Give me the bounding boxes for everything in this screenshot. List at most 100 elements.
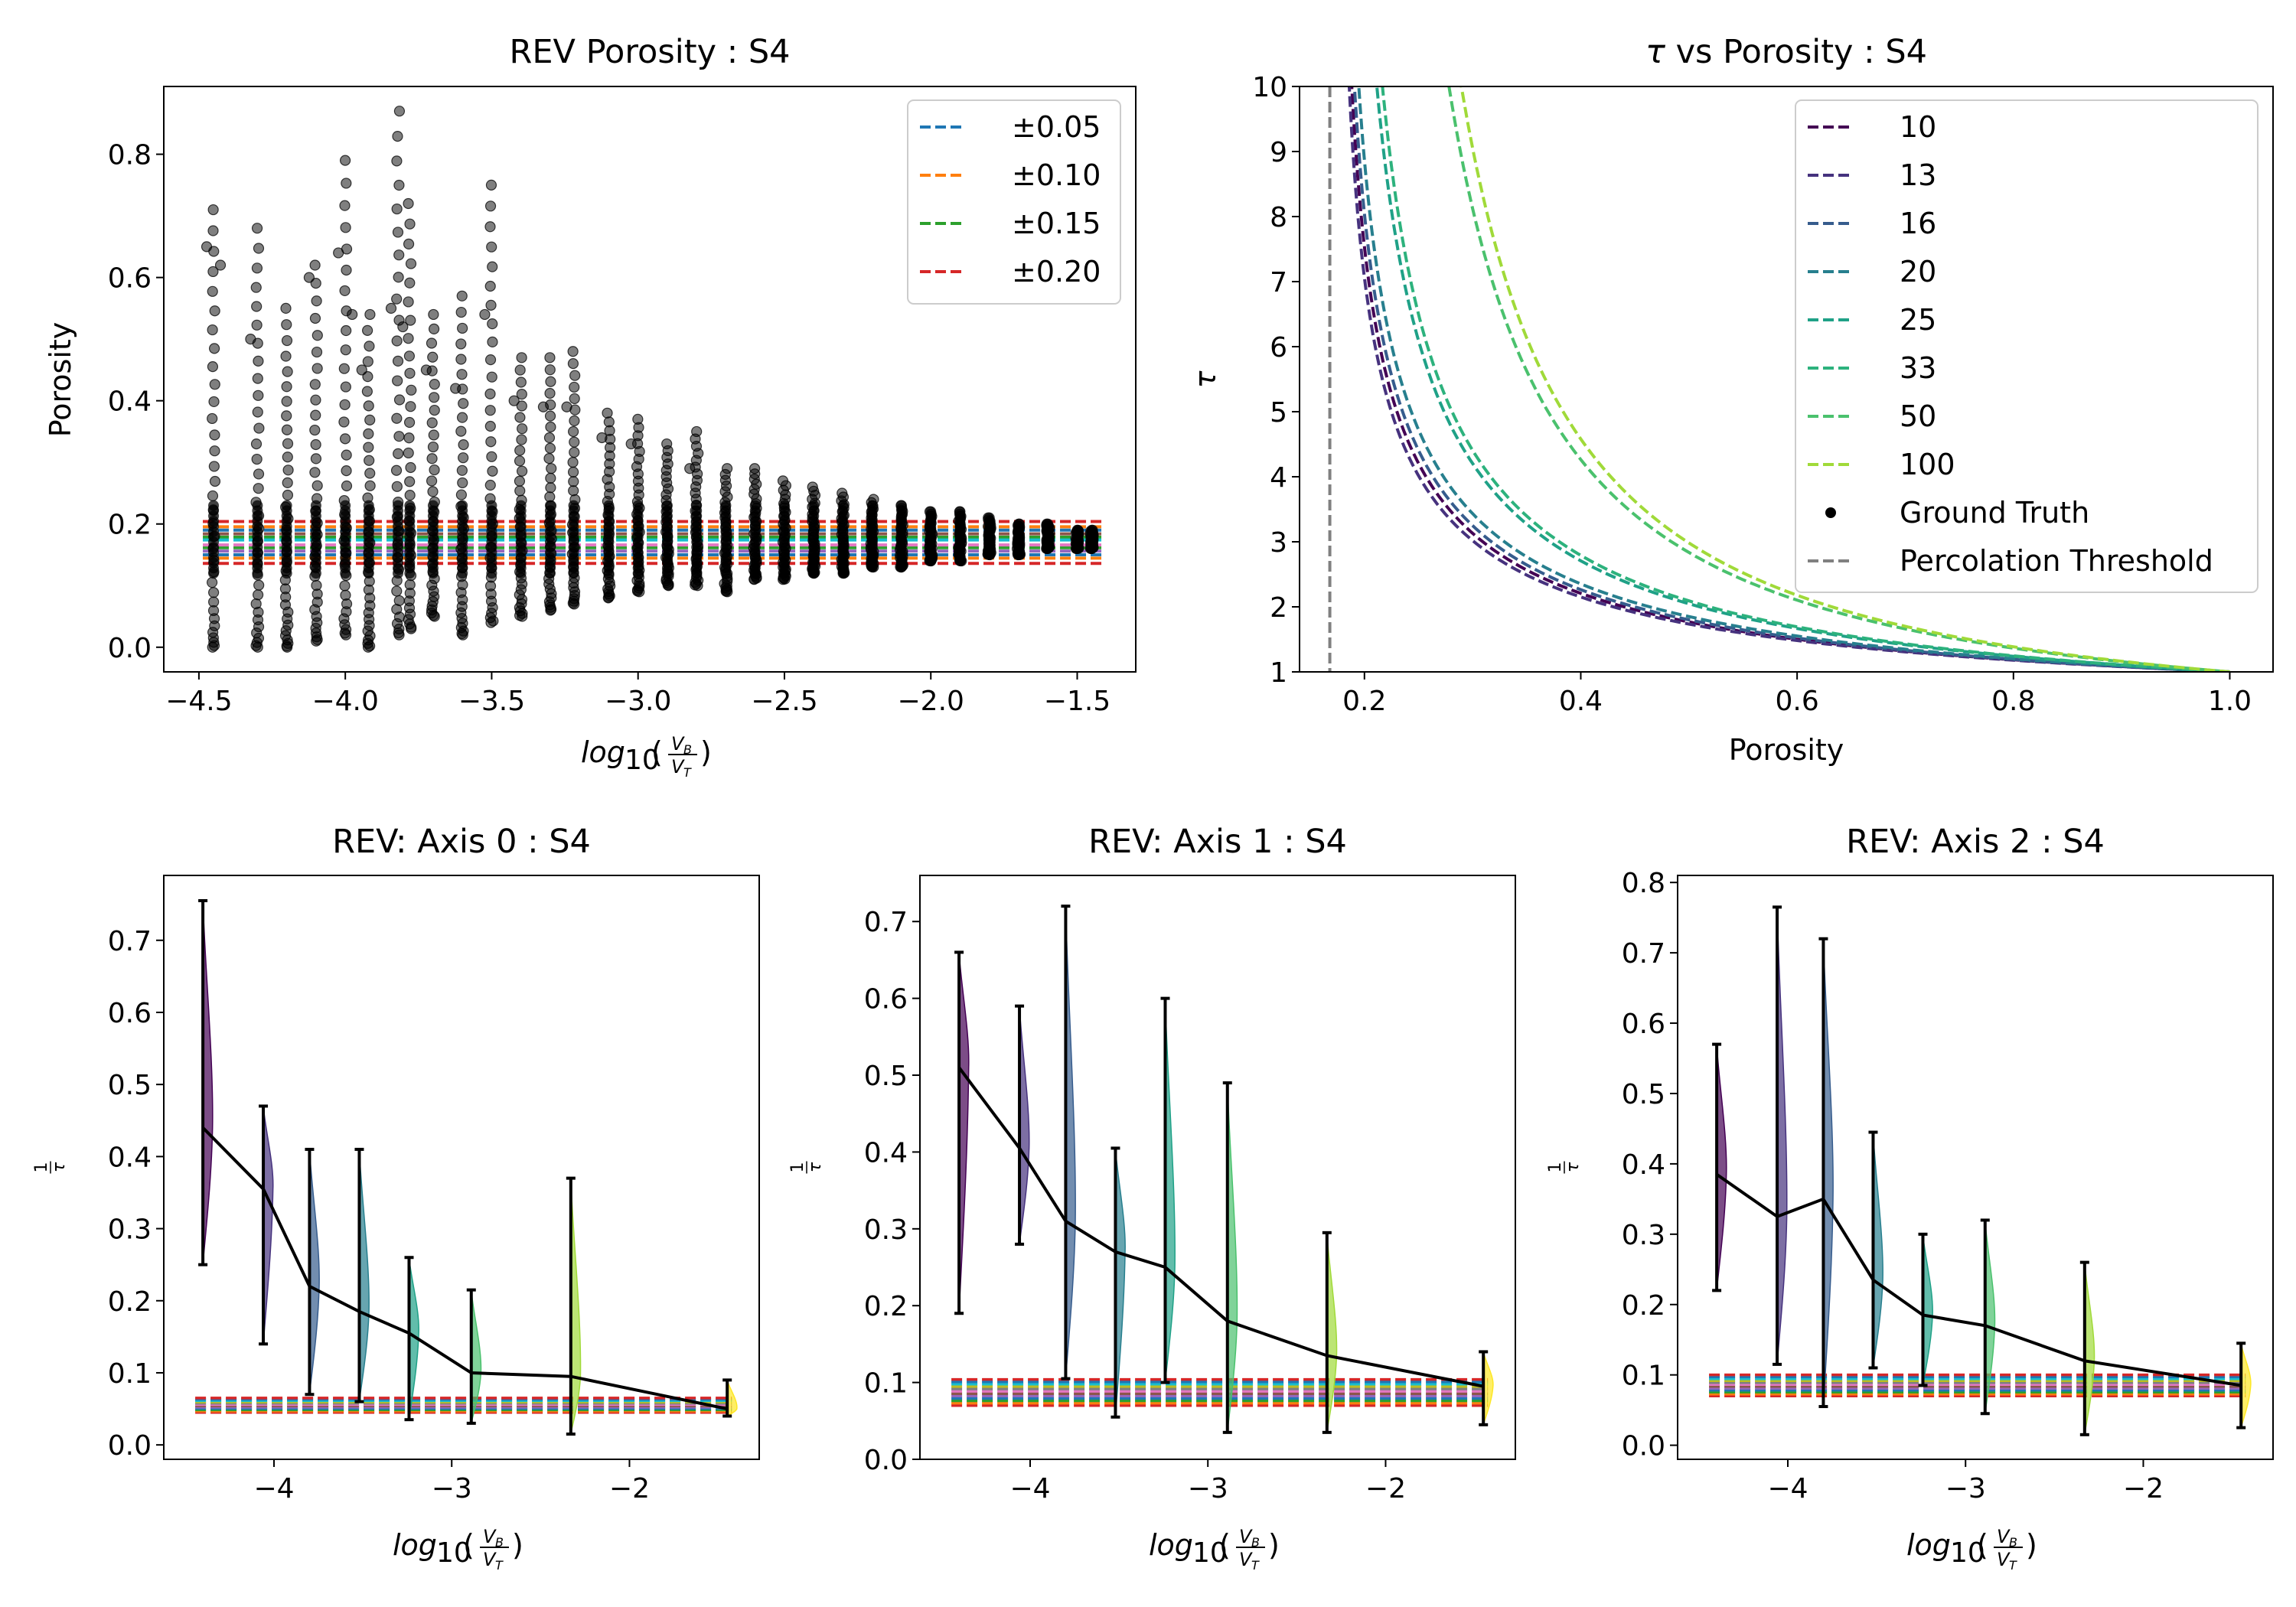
p0-point xyxy=(455,306,467,318)
p0-point xyxy=(391,412,403,424)
p4-ytick-label-2: 0.2 xyxy=(1622,1290,1665,1322)
p1-ytick-label-5: 6 xyxy=(1270,332,1287,363)
p4-ytick-label-4: 0.4 xyxy=(1622,1149,1665,1181)
p0-point xyxy=(458,439,469,451)
p1-ytick-label-1: 2 xyxy=(1270,592,1287,624)
p0-ytick-label-0: 0.0 xyxy=(108,633,152,664)
p0-point xyxy=(364,341,375,352)
p0-point xyxy=(250,282,262,293)
p0-point xyxy=(253,483,264,494)
p0-point xyxy=(310,394,321,406)
p0-point xyxy=(456,464,468,476)
p4-violin-5 xyxy=(1985,1220,1996,1414)
p0-point xyxy=(310,409,321,421)
p0-ytick-label-3: 0.6 xyxy=(108,263,152,295)
p0-point xyxy=(393,179,405,191)
p0-point xyxy=(311,295,322,307)
p0-scatter-column-24 xyxy=(894,500,908,573)
p0-point xyxy=(364,468,376,479)
p0-point xyxy=(486,371,497,383)
p3-ylabel: 1τ xyxy=(788,1161,825,1174)
p0-point xyxy=(514,485,526,497)
p0-outlier-point xyxy=(397,321,409,333)
p2-ylabel-den: τ xyxy=(50,1162,69,1172)
p0-point xyxy=(1013,518,1024,530)
p1-legend-label-50: 50 xyxy=(1900,399,1936,433)
p0-scatter-column-9 xyxy=(450,290,470,641)
p2-title: REV: Axis 0 : S4 xyxy=(332,823,591,861)
p0-point xyxy=(777,475,789,487)
p0-outlier-point xyxy=(347,308,358,321)
p1-xtick-label-2: 0.6 xyxy=(1776,686,1819,717)
p0-scatter-column-14 xyxy=(596,407,616,604)
p1-xtick-label-3: 0.8 xyxy=(1991,686,2035,717)
p0-scatter-column-12 xyxy=(537,352,557,616)
p2-mean-line xyxy=(201,1126,728,1411)
p0-point xyxy=(282,477,293,488)
p0-legend-label-1: ±0.10 xyxy=(1012,158,1101,192)
p2-xlabel-den-sub: T xyxy=(495,1558,504,1573)
p0-scatter-column-26 xyxy=(953,506,967,567)
p0-xtick-label-4: −2.5 xyxy=(751,686,817,717)
p0-point xyxy=(393,500,404,511)
p0-outlier-point xyxy=(479,308,491,321)
p0-point xyxy=(517,465,528,477)
p3-violin-7 xyxy=(1482,1351,1494,1426)
p0-point xyxy=(207,490,219,502)
p0-point xyxy=(281,319,292,331)
p0-point xyxy=(207,577,218,588)
p2-ytick-label-4: 0.4 xyxy=(108,1142,152,1173)
p2-violin-4 xyxy=(408,1257,419,1420)
p4-violin-7 xyxy=(2240,1343,2252,1428)
p0-xtick-label-0: −4.5 xyxy=(165,686,232,717)
p0-point xyxy=(515,376,527,388)
p0-outlier-point xyxy=(537,401,550,412)
p0-point xyxy=(514,455,526,467)
p0-point xyxy=(484,405,496,416)
p1-title-rest: vs Porosity : S4 xyxy=(1665,33,1927,71)
p0-point xyxy=(455,338,467,350)
p3-xlabel: log xyxy=(1149,1528,1193,1562)
p0-point xyxy=(404,476,416,487)
p0-point xyxy=(280,302,292,314)
p0-xlabel-num-sub: B xyxy=(683,742,692,757)
p0-outlier-point xyxy=(561,401,572,412)
p0-point xyxy=(311,330,323,341)
p0-scatter-column-22 xyxy=(836,487,850,579)
p4-xlabel-den: V xyxy=(1997,1549,2011,1570)
p0-scatter-column-8 xyxy=(420,308,440,622)
p2-violin-2 xyxy=(308,1149,320,1395)
p0-point xyxy=(251,319,263,331)
p1-ytick-label-6: 7 xyxy=(1270,267,1287,298)
p0-point xyxy=(364,455,375,466)
p0-point xyxy=(516,434,527,445)
p0-point xyxy=(426,417,438,429)
p0-point xyxy=(546,463,557,474)
p4-xtick-label-2: −2 xyxy=(2123,1473,2164,1504)
p0-point xyxy=(391,203,403,215)
p4-xlabel-paren-r: ) xyxy=(2026,1528,2037,1562)
p0-point xyxy=(568,476,579,487)
p4-violin-2 xyxy=(1822,938,1834,1407)
p1-legend-label-13: 13 xyxy=(1900,158,1936,192)
p0-point xyxy=(484,420,496,432)
p2-xlabel-den: V xyxy=(483,1549,497,1570)
p0-point xyxy=(403,238,415,249)
p4-ytick-label-7: 0.7 xyxy=(1622,938,1665,970)
p3-xtick-label-2: −2 xyxy=(1365,1473,1406,1504)
p0-point xyxy=(517,423,528,435)
p1-ytick-label-8: 9 xyxy=(1270,137,1287,168)
p0-point xyxy=(405,461,416,474)
p0-point xyxy=(281,500,292,511)
p0-point xyxy=(484,388,496,399)
p0-point xyxy=(429,379,440,390)
p0-xlabel-num: V xyxy=(671,733,685,755)
p2-ytick-label-0: 0.0 xyxy=(108,1430,152,1462)
p0-scatter-column-30 xyxy=(1070,524,1084,555)
p3-xlabel-sub: 10 xyxy=(1192,1537,1228,1569)
p0-point xyxy=(405,258,417,269)
p0-point xyxy=(393,249,405,261)
p0-point xyxy=(311,579,322,592)
p0-point xyxy=(487,336,498,348)
p2-ylabel-fraction: 1τ xyxy=(32,1161,69,1174)
